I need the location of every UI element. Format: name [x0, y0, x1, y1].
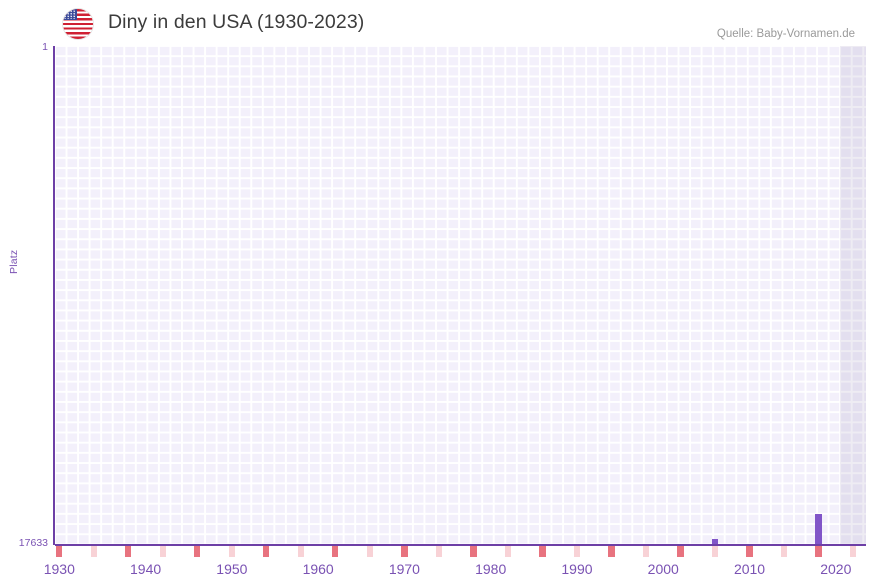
x-tick-marker — [90, 546, 97, 557]
y-axis-line — [53, 46, 55, 545]
y-axis-title: Platz — [8, 249, 20, 274]
x-axis-label-1940: 1940 — [130, 561, 162, 577]
x-tick-marker — [815, 546, 822, 557]
x-tick-marker — [56, 546, 63, 557]
x-tick-marker — [228, 546, 235, 557]
x-axis-label-2020: 2020 — [820, 561, 852, 577]
x-tick-marker — [125, 546, 132, 557]
x-axis-line — [55, 544, 866, 546]
x-tick-marker — [642, 546, 650, 557]
x-axis-label-1930: 1930 — [43, 561, 75, 577]
x-tick-marker — [608, 546, 615, 557]
x-axis-label-1980: 1980 — [475, 561, 507, 577]
x-tick-marker — [159, 546, 166, 557]
bar-2006 — [711, 538, 719, 545]
x-tick-marker — [780, 546, 788, 557]
x-axis-label-1970: 1970 — [388, 561, 420, 577]
y-tick-label: 1 — [42, 41, 48, 53]
x-tick-marker — [849, 546, 857, 557]
x-tick-marker — [401, 546, 408, 557]
x-tick-marker — [297, 546, 304, 557]
x-axis-label-2000: 2000 — [647, 561, 679, 577]
x-axis-label-1950: 1950 — [216, 561, 248, 577]
bar-2018 — [815, 513, 822, 545]
x-tick-marker — [746, 546, 753, 557]
source-attribution: Quelle: Baby-Vornamen.de — [716, 28, 855, 40]
x-tick-marker — [470, 546, 477, 557]
y-tick-top: 1 — [0, 41, 48, 53]
page-title: Diny in den USA (1930-2023) — [108, 11, 365, 33]
x-axis-label-1960: 1960 — [302, 561, 334, 577]
x-tick-marker — [194, 546, 201, 557]
x-tick-marker — [677, 546, 684, 557]
y-tick-label: 17633 — [18, 537, 48, 549]
x-tick-marker — [573, 546, 581, 557]
x-tick-marker — [504, 546, 512, 557]
x-axis-label-2010: 2010 — [733, 561, 766, 577]
chart-header: Diny in den USA (1930-2023) Quelle: Baby… — [0, 0, 873, 44]
x-tick-marker — [711, 546, 719, 557]
x-tick-marker — [539, 546, 546, 557]
x-tick-marker — [366, 546, 373, 557]
y-tick-bottom: 17633 — [0, 537, 48, 549]
x-tick-marker — [435, 546, 443, 557]
grid-lines — [55, 46, 866, 545]
us-flag-icon — [63, 9, 93, 39]
x-tick-marker — [263, 546, 270, 557]
x-axis-label-1990: 1990 — [561, 561, 593, 577]
flag-canton — [63, 9, 77, 20]
x-tick-marker — [332, 546, 339, 557]
plot-area — [55, 46, 866, 545]
